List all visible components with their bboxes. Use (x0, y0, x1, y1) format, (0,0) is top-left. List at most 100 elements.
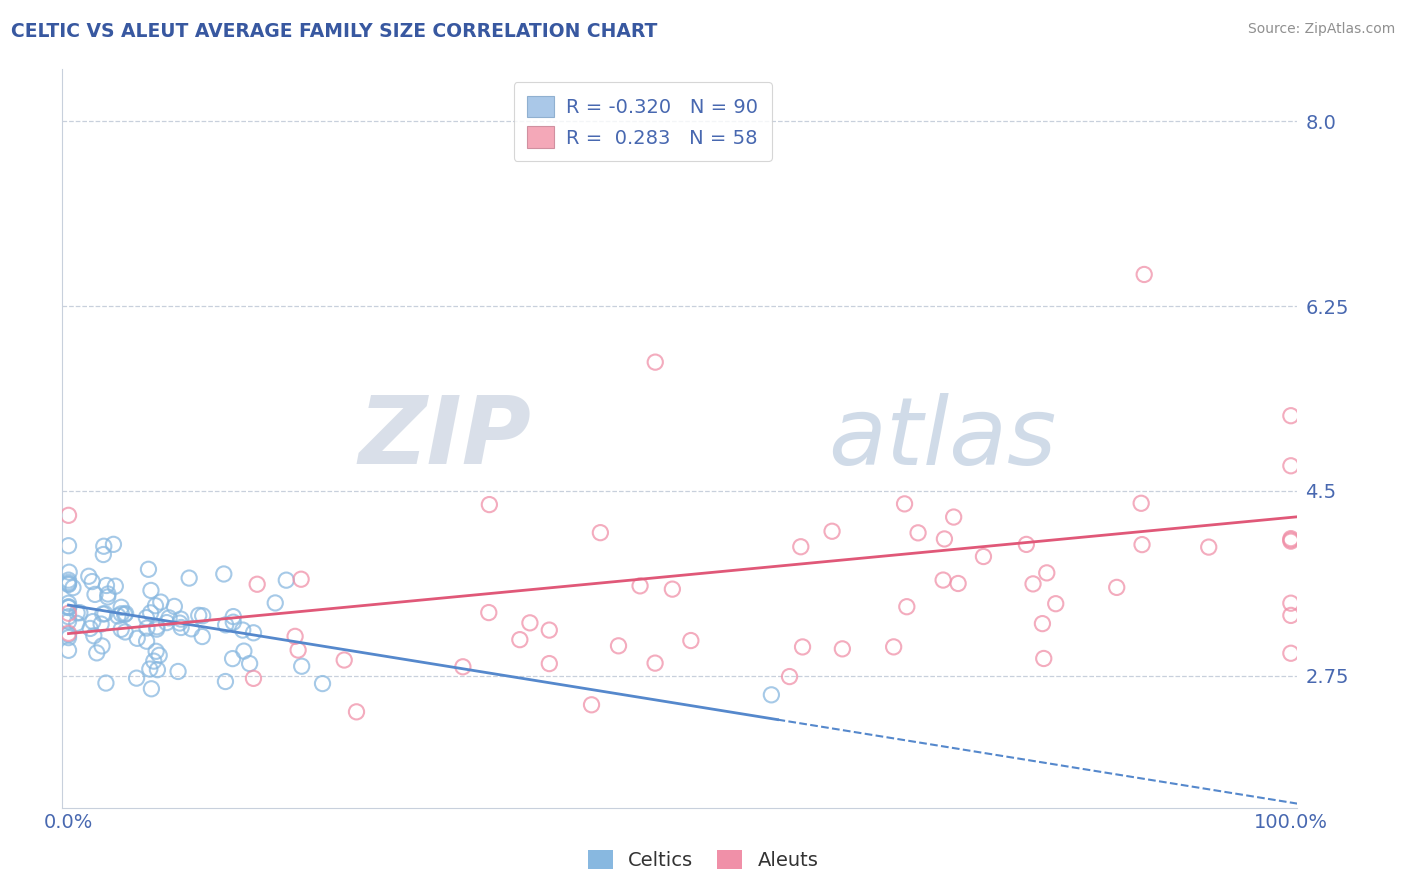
Point (1032, 651, 1054, 665)
Point (893, 497, 915, 511)
Point (661, 582, 683, 596)
Point (831, 641, 853, 656)
Point (146, 663, 169, 677)
Point (1105, 581, 1128, 595)
Point (883, 640, 905, 654)
Point (246, 577, 269, 591)
Point (58, 600, 80, 615)
Point (58, 577, 80, 591)
Point (91, 639, 114, 653)
Point (139, 606, 162, 620)
Point (1022, 577, 1045, 591)
Text: ZIP: ZIP (359, 392, 531, 484)
Point (239, 657, 262, 671)
Point (148, 648, 170, 663)
Point (170, 620, 193, 634)
Point (607, 639, 630, 653)
Point (761, 688, 783, 702)
Point (156, 615, 179, 630)
Point (136, 621, 159, 635)
Point (346, 705, 368, 719)
Point (83, 629, 105, 643)
Point (679, 633, 702, 648)
Point (97, 590, 120, 604)
Point (191, 608, 214, 623)
Point (509, 632, 531, 647)
Point (519, 615, 541, 630)
Point (167, 665, 190, 679)
Point (478, 606, 501, 620)
Point (1130, 538, 1153, 552)
Point (138, 562, 160, 576)
Point (311, 676, 333, 690)
Point (58, 599, 80, 614)
Point (110, 607, 132, 621)
Point (93, 539, 115, 553)
Point (1279, 532, 1302, 546)
Point (170, 612, 193, 626)
Point (149, 595, 172, 609)
Point (58, 607, 80, 621)
Point (478, 498, 501, 512)
Point (1279, 646, 1302, 660)
Point (290, 572, 312, 586)
Point (58, 609, 80, 624)
Point (291, 659, 314, 673)
Point (58, 628, 80, 642)
Point (127, 632, 149, 646)
Point (145, 644, 167, 658)
Point (69, 606, 91, 620)
Point (139, 583, 162, 598)
Point (110, 623, 132, 637)
Point (287, 643, 309, 657)
Point (91, 607, 114, 621)
Point (135, 610, 157, 624)
Point (1279, 608, 1302, 623)
Point (58, 600, 80, 615)
Point (62, 581, 84, 595)
Point (932, 573, 955, 587)
Point (139, 662, 162, 676)
Point (222, 609, 245, 624)
Point (1036, 566, 1059, 580)
Point (145, 599, 167, 613)
Point (221, 651, 243, 665)
Point (91, 548, 114, 562)
Point (790, 540, 813, 554)
Point (180, 622, 202, 636)
Point (1279, 596, 1302, 610)
Point (1279, 533, 1302, 547)
Point (58, 565, 80, 579)
Point (821, 524, 844, 539)
Point (94, 607, 117, 621)
Point (934, 532, 956, 546)
Point (276, 573, 298, 587)
Text: Source: ZipAtlas.com: Source: ZipAtlas.com (1247, 22, 1395, 37)
Point (77, 569, 100, 583)
Point (110, 600, 132, 615)
Point (1031, 616, 1053, 631)
Point (451, 660, 474, 674)
Point (90, 617, 112, 632)
Point (581, 698, 603, 712)
Point (145, 622, 167, 636)
Point (232, 623, 254, 637)
Point (538, 623, 561, 637)
Point (142, 654, 165, 668)
Point (58, 596, 80, 610)
Point (84, 587, 107, 601)
Point (125, 671, 148, 685)
Point (157, 611, 180, 625)
Point (1279, 458, 1302, 473)
Point (135, 634, 157, 648)
Point (96, 578, 118, 592)
Point (58, 631, 80, 645)
Point (1133, 268, 1156, 282)
Point (779, 669, 801, 683)
Point (163, 599, 186, 614)
Point (94, 676, 117, 690)
Text: atlas: atlas (828, 392, 1056, 483)
Point (86, 646, 108, 660)
Point (58, 577, 80, 591)
Point (58, 575, 80, 590)
